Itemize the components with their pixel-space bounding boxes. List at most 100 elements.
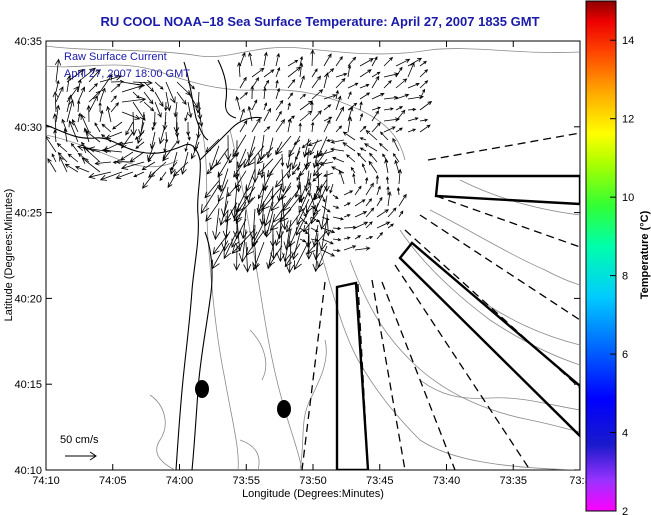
current-vector bbox=[184, 141, 189, 152]
current-vector bbox=[135, 141, 145, 149]
current-vector bbox=[347, 82, 359, 89]
current-vector bbox=[310, 238, 320, 242]
current-vector bbox=[321, 227, 336, 234]
current-vector bbox=[298, 122, 302, 133]
x-tick-label: 73:55 bbox=[232, 475, 260, 487]
current-vector bbox=[383, 95, 399, 100]
current-vector bbox=[274, 225, 283, 247]
current-vector bbox=[359, 147, 367, 152]
current-vector bbox=[306, 230, 328, 255]
current-vector bbox=[77, 152, 90, 163]
current-vector bbox=[287, 92, 294, 100]
current-vector bbox=[383, 80, 392, 89]
current-vector bbox=[106, 105, 112, 123]
current-vector bbox=[383, 126, 396, 133]
current-vector bbox=[312, 172, 323, 182]
scale-label: 50 cm/s bbox=[60, 434, 99, 446]
current-vector bbox=[371, 71, 381, 78]
current-vector bbox=[332, 194, 339, 200]
current-vector bbox=[318, 150, 334, 157]
current-vector bbox=[335, 125, 343, 133]
current-vector bbox=[419, 80, 429, 89]
current-vector bbox=[331, 166, 345, 174]
current-vector bbox=[338, 169, 345, 185]
current-vector bbox=[239, 108, 245, 122]
plot-frame bbox=[45, 40, 581, 471]
current-vector bbox=[419, 124, 431, 133]
current-vector bbox=[53, 129, 57, 143]
current-vector bbox=[299, 110, 313, 122]
current-vector bbox=[365, 129, 378, 141]
current-vector bbox=[354, 185, 362, 196]
mooring-marker bbox=[195, 380, 209, 398]
current-vector bbox=[285, 213, 301, 233]
current-vector bbox=[347, 106, 354, 122]
current-vector bbox=[240, 209, 248, 240]
bathymetry-contours bbox=[46, 45, 580, 470]
current-vector bbox=[110, 102, 119, 113]
current-vector bbox=[321, 238, 334, 245]
current-vector bbox=[237, 186, 256, 213]
current-vector bbox=[288, 221, 301, 248]
current-vector bbox=[205, 138, 220, 153]
current-vector bbox=[66, 94, 73, 113]
current-vector bbox=[76, 99, 81, 113]
current-vector bbox=[287, 59, 299, 67]
current-vector bbox=[239, 76, 247, 89]
current-vector bbox=[59, 155, 68, 173]
current-vector bbox=[326, 138, 334, 143]
current-vector bbox=[86, 104, 92, 123]
colorbar-tick-label: 4 bbox=[622, 428, 628, 440]
colorbar-ticks: 14 12 10 8 6 4 2 bbox=[610, 35, 634, 515]
current-vector bbox=[187, 81, 195, 90]
current-vector bbox=[66, 69, 85, 83]
current-vector bbox=[307, 172, 312, 187]
surface-current-vectors bbox=[46, 49, 433, 274]
overlay-line2: April 27, 2007 18:00 GMT bbox=[64, 68, 190, 80]
current-vector bbox=[365, 207, 375, 218]
current-vector bbox=[233, 209, 241, 240]
colorbar-tick-label: 12 bbox=[622, 114, 634, 126]
current-vector bbox=[332, 226, 342, 231]
current-vector bbox=[291, 232, 301, 261]
current-vector bbox=[398, 193, 407, 207]
current-vector bbox=[364, 176, 369, 185]
current-vector bbox=[295, 210, 310, 236]
current-vector bbox=[299, 55, 304, 67]
current-vector bbox=[83, 127, 90, 143]
current-vector bbox=[56, 143, 68, 153]
current-vector bbox=[275, 79, 279, 89]
current-vector bbox=[369, 152, 378, 163]
current-vector bbox=[215, 148, 229, 167]
current-vector bbox=[298, 190, 310, 214]
current-vector bbox=[270, 185, 292, 212]
current-vector bbox=[287, 102, 291, 111]
current-vector bbox=[198, 111, 204, 128]
current-vector bbox=[385, 176, 390, 185]
current-vector bbox=[224, 135, 232, 161]
current-vector bbox=[354, 221, 369, 229]
current-vector bbox=[310, 216, 320, 223]
current-vector bbox=[99, 109, 104, 123]
current-vector bbox=[154, 91, 164, 108]
current-vector bbox=[85, 130, 101, 143]
current-vector bbox=[299, 75, 305, 89]
current-vector bbox=[275, 118, 286, 133]
current-vector bbox=[121, 83, 145, 93]
current-vector bbox=[323, 170, 330, 193]
current-vector bbox=[407, 61, 415, 78]
current-vector bbox=[88, 171, 112, 179]
current-vector bbox=[142, 171, 156, 189]
current-vector bbox=[212, 233, 229, 255]
current-vector bbox=[164, 101, 168, 112]
current-vector bbox=[323, 72, 329, 89]
current-vector bbox=[299, 227, 309, 235]
current-vector bbox=[279, 196, 301, 223]
current-vector bbox=[310, 205, 319, 212]
current-vector bbox=[332, 216, 345, 221]
current-vector bbox=[101, 123, 112, 133]
current-vector bbox=[346, 154, 356, 163]
current-vector bbox=[299, 62, 304, 78]
current-vector bbox=[287, 66, 302, 78]
current-vector bbox=[305, 224, 312, 249]
